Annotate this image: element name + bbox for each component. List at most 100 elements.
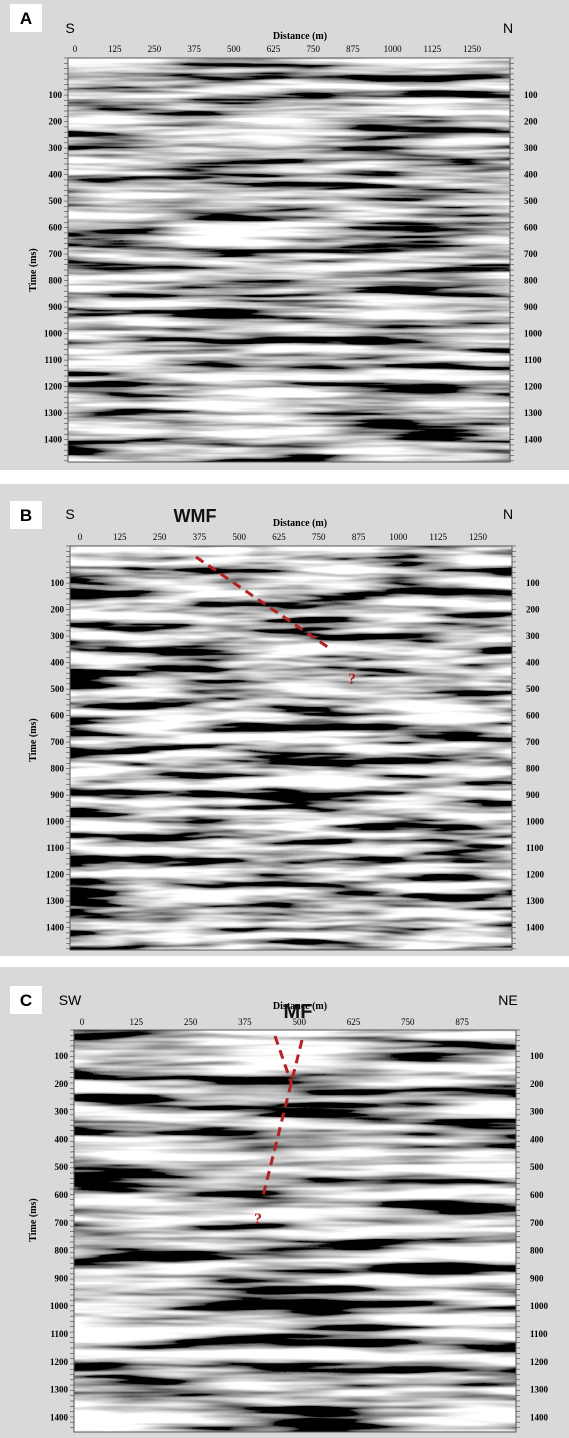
panel-label: B bbox=[20, 506, 32, 525]
x-tick-label: 125 bbox=[130, 1017, 144, 1027]
x-tick-label: 125 bbox=[113, 532, 127, 542]
x-tick-label: 875 bbox=[346, 44, 360, 54]
y-tick-label-left: 100 bbox=[49, 90, 63, 100]
x-tick-label: 375 bbox=[187, 44, 201, 54]
seismic-section bbox=[70, 546, 512, 950]
y-tick-label-right: 500 bbox=[530, 1162, 544, 1172]
y-tick-label-left: 700 bbox=[49, 249, 63, 259]
x-axis-title: Distance (m) bbox=[273, 31, 327, 42]
y-tick-label-right: 100 bbox=[524, 90, 538, 100]
y-tick-label-left: 400 bbox=[51, 658, 65, 668]
y-tick-label-right: 1300 bbox=[524, 408, 543, 418]
y-tick-label-right: 1100 bbox=[526, 843, 544, 853]
y-tick-label-right: 700 bbox=[526, 737, 540, 747]
y-tick-label-right: 300 bbox=[524, 143, 538, 153]
x-tick-label: 750 bbox=[312, 532, 326, 542]
direction-right: N bbox=[503, 506, 513, 522]
y-tick-label-left: 1200 bbox=[44, 382, 63, 392]
y-tick-label-left: 1200 bbox=[50, 1357, 69, 1367]
fault-trace bbox=[273, 1035, 294, 1086]
y-tick-label-left: 600 bbox=[55, 1190, 69, 1200]
y-tick-label-right: 1000 bbox=[524, 329, 543, 339]
y-tick-label-left: 600 bbox=[51, 711, 65, 721]
fault-label: MF bbox=[284, 1001, 313, 1023]
y-tick-label-right: 1100 bbox=[524, 355, 542, 365]
y-tick-label-left: 300 bbox=[51, 631, 65, 641]
y-tick-label-left: 1400 bbox=[50, 1412, 69, 1422]
y-tick-label-right: 1000 bbox=[530, 1301, 549, 1311]
y-tick-label-right: 1400 bbox=[524, 435, 543, 445]
y-tick-label-right: 1300 bbox=[526, 896, 545, 906]
y-tick-label-left: 800 bbox=[49, 276, 63, 286]
y-tick-label-left: 400 bbox=[55, 1134, 69, 1144]
direction-left: S bbox=[65, 506, 74, 522]
y-tick-label-right: 1000 bbox=[526, 817, 545, 827]
panel-label: C bbox=[20, 991, 32, 1010]
direction-right: N bbox=[503, 20, 513, 36]
y-tick-label-left: 100 bbox=[51, 578, 65, 588]
y-tick-label-right: 400 bbox=[530, 1134, 544, 1144]
y-tick-label-left: 200 bbox=[55, 1079, 69, 1089]
x-axis-title: Distance (m) bbox=[273, 518, 327, 529]
x-tick-label: 1000 bbox=[384, 44, 403, 54]
x-tick-label: 0 bbox=[78, 532, 83, 542]
y-axis-title: Time (ms) bbox=[28, 248, 39, 291]
x-tick-label: 1125 bbox=[423, 44, 441, 54]
y-tick-label-right: 600 bbox=[526, 711, 540, 721]
seismic-section bbox=[74, 1030, 516, 1432]
y-tick-label-right: 1100 bbox=[530, 1329, 548, 1339]
y-tick-label-right: 400 bbox=[524, 170, 538, 180]
panel-label-box bbox=[10, 501, 42, 529]
x-tick-label: 875 bbox=[455, 1017, 469, 1027]
y-axis-title: Time (ms) bbox=[28, 1198, 39, 1241]
y-tick-label-left: 1000 bbox=[46, 817, 65, 827]
x-tick-label: 1250 bbox=[469, 532, 488, 542]
panel-label-box bbox=[10, 4, 42, 32]
x-tick-label: 250 bbox=[148, 44, 162, 54]
x-tick-label: 375 bbox=[193, 532, 207, 542]
x-tick-label: 1125 bbox=[429, 532, 447, 542]
y-tick-label-left: 800 bbox=[55, 1246, 69, 1256]
x-tick-label: 1250 bbox=[463, 44, 482, 54]
y-tick-label-left: 800 bbox=[51, 764, 65, 774]
y-tick-label-right: 900 bbox=[526, 790, 540, 800]
x-tick-label: 125 bbox=[108, 44, 122, 54]
y-tick-label-right: 1200 bbox=[530, 1357, 549, 1367]
direction-right: NE bbox=[498, 992, 517, 1008]
y-tick-label-left: 600 bbox=[49, 223, 63, 233]
y-tick-label-right: 1300 bbox=[530, 1385, 549, 1395]
fault-trace bbox=[195, 555, 333, 652]
y-tick-label-right: 100 bbox=[530, 1051, 544, 1061]
y-tick-label-right: 100 bbox=[526, 578, 540, 588]
y-tick-label-left: 400 bbox=[49, 170, 63, 180]
y-tick-label-left: 1100 bbox=[44, 355, 62, 365]
plot-frame bbox=[67, 57, 511, 463]
y-tick-label-right: 700 bbox=[524, 249, 538, 259]
x-axis-title: Distance (m) bbox=[273, 1001, 327, 1012]
y-tick-label-right: 200 bbox=[530, 1079, 544, 1089]
x-tick-label: 625 bbox=[272, 532, 286, 542]
y-tick-label-left: 1200 bbox=[46, 870, 65, 880]
y-tick-label-left: 300 bbox=[49, 143, 63, 153]
y-tick-label-right: 500 bbox=[526, 684, 540, 694]
fault-label: WMF bbox=[174, 506, 217, 526]
y-tick-label-left: 1000 bbox=[50, 1301, 69, 1311]
y-tick-label-right: 300 bbox=[530, 1107, 544, 1117]
y-tick-label-right: 600 bbox=[524, 223, 538, 233]
x-tick-label: 625 bbox=[347, 1017, 361, 1027]
y-tick-label-right: 1200 bbox=[526, 870, 545, 880]
y-tick-label-right: 800 bbox=[530, 1246, 544, 1256]
y-tick-label-left: 500 bbox=[51, 684, 65, 694]
y-tick-label-left: 900 bbox=[55, 1273, 69, 1283]
y-tick-label-right: 500 bbox=[524, 196, 538, 206]
y-tick-label-right: 400 bbox=[526, 658, 540, 668]
y-tick-label-left: 900 bbox=[49, 302, 63, 312]
y-tick-label-left: 500 bbox=[55, 1162, 69, 1172]
x-tick-label: 0 bbox=[73, 44, 78, 54]
y-tick-label-left: 700 bbox=[51, 737, 65, 747]
y-tick-label-left: 1400 bbox=[44, 435, 63, 445]
x-tick-label: 375 bbox=[238, 1017, 252, 1027]
y-tick-label-left: 1400 bbox=[46, 923, 65, 933]
x-tick-label: 0 bbox=[80, 1017, 85, 1027]
x-tick-label: 250 bbox=[153, 532, 167, 542]
